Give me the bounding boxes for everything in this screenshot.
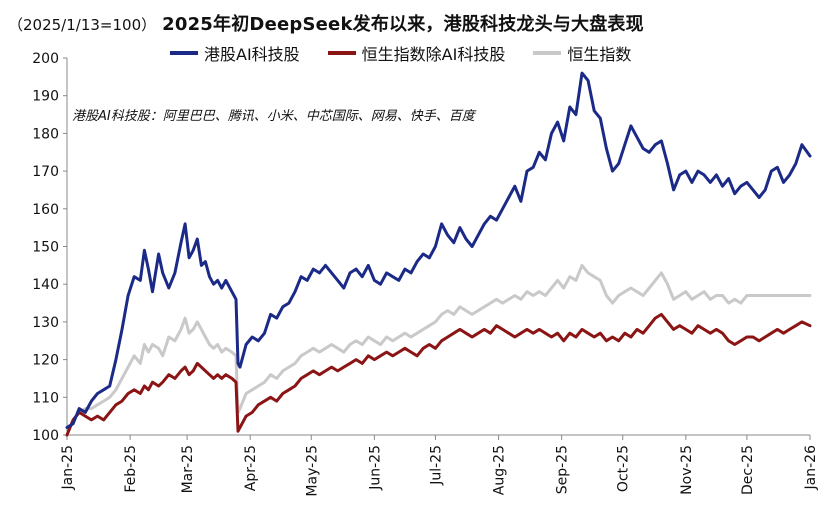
legend-swatch-hsi-ex-ai: [327, 51, 356, 55]
x-tick-label: May-25: [304, 445, 320, 497]
y-tick-label: 150: [32, 240, 59, 256]
y-tick-label: 100: [32, 428, 59, 444]
legend: 港股AI科技股 恒生指数除AI科技股 恒生指数: [170, 41, 820, 65]
title-note: （2025/1/13=100）: [8, 16, 157, 34]
legend-label-ai-tech: 港股AI科技股: [204, 45, 300, 64]
x-tick-label: Jan-25: [60, 445, 76, 490]
y-tick-label: 140: [32, 277, 59, 293]
chart-title: 2025年初DeepSeek发布以来，港股科技龙头与大盘表现: [162, 14, 644, 35]
y-tick-label: 190: [32, 89, 59, 105]
y-tick-label: 200: [32, 51, 59, 67]
x-tick-label: Mar-25: [180, 445, 196, 493]
legend-swatch-ai-tech: [170, 51, 198, 55]
legend-item-ai-tech: 港股AI科技股: [170, 41, 300, 65]
y-tick-label: 110: [32, 390, 59, 406]
series-line-ai-tech: [65, 71, 812, 429]
x-tick-label: Jul-25: [428, 445, 444, 486]
chart-title-row: （2025/1/13=100） 2025年初DeepSeek发布以来，港股科技龙…: [8, 10, 828, 38]
x-tick-label: Jun-25: [367, 445, 383, 491]
x-tick-label: Apr-25: [243, 445, 259, 491]
legend-item-hsi: 恒生指数: [533, 41, 631, 65]
x-tick-label: Oct-25: [616, 445, 632, 492]
x-tick-label: Feb-25: [123, 445, 139, 493]
series-line-hsi-ex-ai: [65, 312, 812, 437]
x-tick-label: Sep-25: [555, 445, 571, 494]
series-line-hsi: [65, 263, 812, 437]
legend-item-hsi-ex-ai: 恒生指数除AI科技股: [327, 41, 506, 65]
x-tick-label: Dec-25: [740, 445, 756, 495]
x-tick-label: Aug-25: [492, 445, 508, 495]
x-tick-label: Jan-26: [803, 445, 819, 491]
legend-label-hsi: 恒生指数: [567, 45, 632, 64]
y-tick-label: 130: [32, 315, 59, 331]
y-tick-label: 120: [32, 353, 59, 369]
y-tick-label: 180: [32, 126, 59, 142]
x-tick-label: Nov-25: [679, 445, 695, 495]
y-tick-label: 170: [32, 164, 59, 180]
chart-annotation: 港股AI科技股：阿里巴巴、腾讯、小米、中芯国际、网易、快手、百度: [72, 109, 475, 124]
legend-swatch-hsi: [533, 51, 562, 55]
y-tick-label: 160: [32, 202, 59, 218]
legend-label-hsi-ex-ai: 恒生指数除AI科技股: [361, 45, 506, 64]
